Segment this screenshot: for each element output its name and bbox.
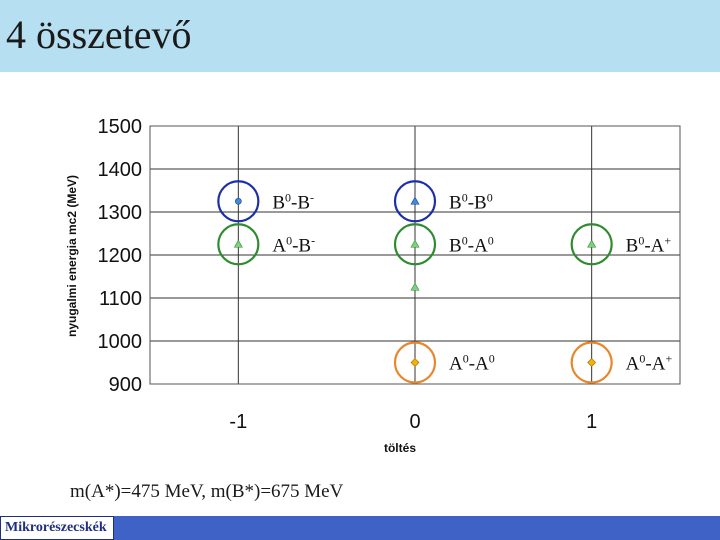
y-axis-label: nyugalmi energia mc2 (MeV) xyxy=(65,175,79,337)
y-tick-label: 900 xyxy=(109,374,142,396)
title-bar xyxy=(0,0,720,72)
data-point xyxy=(587,239,597,248)
data-point xyxy=(233,239,243,248)
state-ring xyxy=(217,223,260,266)
x-axis-label: töltés xyxy=(384,441,416,455)
data-point xyxy=(410,196,420,205)
state-label: B0-A+ xyxy=(626,233,672,256)
state-label: A0-A+ xyxy=(626,352,673,375)
plot-frame xyxy=(149,125,681,385)
state-label: B0-B0 xyxy=(449,190,493,213)
data-point xyxy=(587,358,597,367)
footer-bar xyxy=(0,516,720,540)
x-tick-label: 1 xyxy=(586,411,597,433)
y-tick-label: 1500 xyxy=(98,116,143,138)
x-tick-label: 0 xyxy=(409,411,420,433)
data-point xyxy=(235,197,242,205)
state-label: B0-B- xyxy=(272,190,314,213)
state-ring xyxy=(393,180,437,223)
state-label: B0-A0 xyxy=(449,233,494,256)
marks-layer xyxy=(217,180,613,384)
y-tick-label: 1300 xyxy=(98,202,143,224)
footer-label: Mikrorészecskék xyxy=(0,516,114,540)
labels-layer: B0-B- B0-B0 A0-B- B0-A0 B0-A+ A0-A0 A0-A+ xyxy=(272,190,672,374)
state-ring xyxy=(570,223,613,266)
data-point xyxy=(410,282,420,291)
state-label: A0-A0 xyxy=(449,352,495,375)
state-ring xyxy=(393,223,437,266)
data-point xyxy=(410,358,420,367)
y-tick-label: 1400 xyxy=(98,159,143,181)
y-tick-label: 1000 xyxy=(98,331,143,353)
mass-footnote: m(A*)=475 MeV, m(B*)=675 MeV xyxy=(70,481,344,502)
y-tick-label: 1100 xyxy=(99,288,142,310)
slide-title: 4 összetevő xyxy=(6,12,192,57)
data-point xyxy=(410,239,420,248)
state-ring xyxy=(393,341,437,384)
state-ring xyxy=(570,341,613,384)
y-tick-label: 1200 xyxy=(98,245,143,267)
state-label: A0-B- xyxy=(272,233,315,256)
state-ring xyxy=(217,180,260,223)
x-tick-label: -1 xyxy=(229,411,247,433)
axes-layer: 900 1000 1100 1200 1300 1400 1500 -1 0 1 xyxy=(98,116,681,433)
